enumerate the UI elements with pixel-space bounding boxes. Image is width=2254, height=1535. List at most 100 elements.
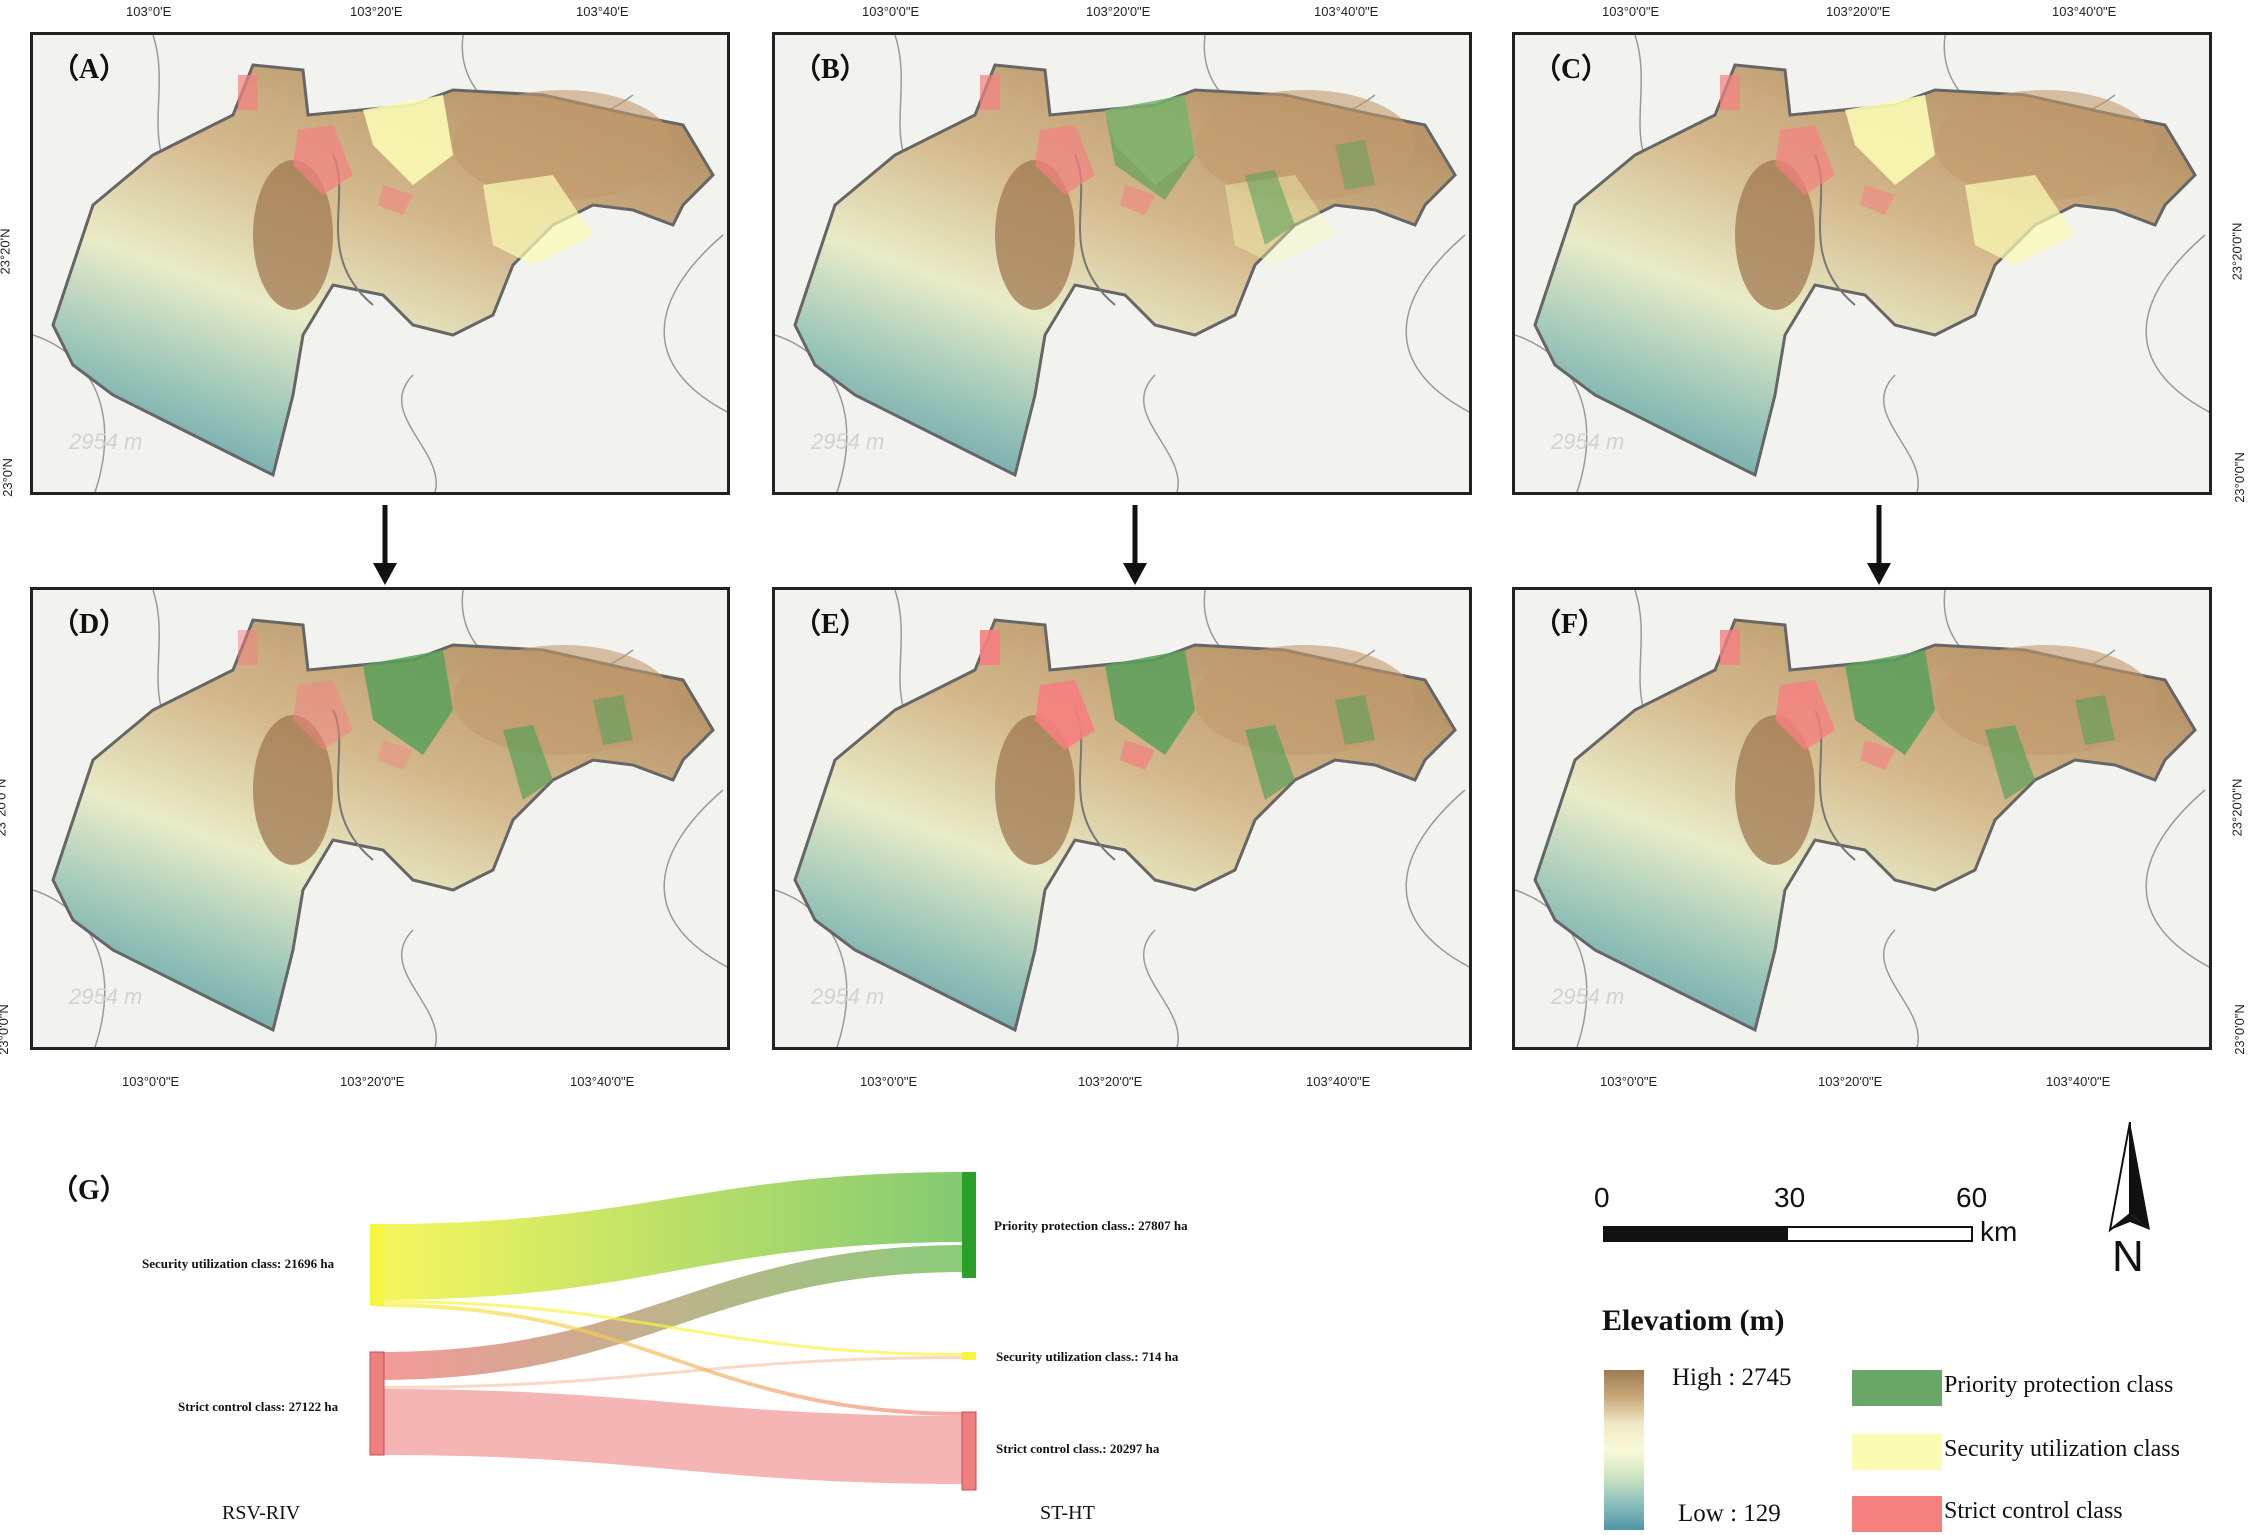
strict-zone-north: [238, 75, 258, 110]
bottom-tick-f2: 103°20'0"E: [1818, 1074, 1883, 1089]
bottom-tick-d3: 103°40'0"E: [570, 1074, 635, 1089]
node-right-strict: [961, 1411, 977, 1491]
security-zone-north: [363, 95, 453, 185]
map-a-canvas: [33, 35, 727, 492]
panel-label-e: （E）: [793, 609, 868, 640]
high-elevation-core: [253, 715, 333, 865]
top-tick-a3: 103°40'E: [576, 4, 629, 19]
eastern-highland: [453, 90, 673, 200]
high-elevation-core: [1735, 715, 1815, 865]
priority-zone-east: [1245, 170, 1295, 245]
priority-zone-north: [1105, 95, 1195, 200]
high-elevation-core: [995, 715, 1075, 865]
scale-unit: km: [1980, 1216, 2018, 1247]
panel-label-d: （D）: [51, 609, 128, 640]
right-tick-bot2: 23°0'0"N: [2231, 1004, 2247, 1055]
panel-watermark-d: 2954 m: [69, 984, 143, 1009]
left-tick-bot2: 23°0'0"N: [0, 1004, 11, 1055]
flow-security-to-priority: [378, 1172, 968, 1300]
sankey-right-security-label: Security utilization class.: 714 ha: [996, 1349, 1179, 1364]
legend-low: Low : 129: [1678, 1500, 1781, 1527]
bottom-tick-d1: 103°0'0"E: [122, 1074, 180, 1089]
map-d-canvas: [33, 590, 727, 1047]
priority-zone-north: [1845, 650, 1935, 755]
flow-strict-to-priority: [378, 1245, 968, 1380]
scale-bar: [1603, 1226, 1973, 1242]
bottom-tick-e3: 103°40'0"E: [1306, 1074, 1371, 1089]
right-tick-top2: 23°0'0"N: [2231, 452, 2247, 503]
high-elevation-core: [1735, 160, 1815, 310]
flow-strict-to-strict: [378, 1389, 968, 1484]
panel-watermark-f: 2954 m: [1551, 984, 1625, 1009]
sankey-right-priority-label: Priority protection class.: 27807 ha: [994, 1218, 1188, 1233]
node-left-security: [370, 1224, 384, 1306]
map-panel-d: （D） 2954 m: [30, 587, 730, 1050]
bottom-tick-d2: 103°20'0"E: [340, 1074, 405, 1089]
top-tick-b2: 103°20'0"E: [1086, 4, 1151, 19]
map-c-canvas: [1515, 35, 2209, 492]
legend-title: Elevatiom (m): [1602, 1304, 1785, 1337]
priority-zone-far-east: [1335, 695, 1375, 745]
priority-zone-far-east: [2075, 695, 2115, 745]
panel-watermark-a: 2954 m: [69, 429, 143, 454]
legend-label-strict: Strict control class: [1944, 1498, 2123, 1524]
right-tick-bot1: 23°20'0"N: [2229, 778, 2245, 837]
top-tick-c1: 103°0'0"E: [1602, 4, 1660, 19]
top-tick-c2: 103°20'0"E: [1826, 4, 1891, 19]
security-zone-east: [1965, 175, 2075, 265]
legend-label-security: Security utilization class: [1944, 1436, 2180, 1462]
scale-label-0: 0: [1594, 1182, 1610, 1213]
bottom-tick-f1: 103°0'0"E: [1600, 1074, 1658, 1089]
top-tick-a2: 103°20'E: [350, 4, 403, 19]
node-right-security: [962, 1352, 976, 1360]
scale-label-30: 30: [1774, 1182, 1806, 1213]
left-tick-bot1: 23°20'0"N: [0, 778, 9, 837]
map-panel-b: （B） 2954 m: [772, 32, 1472, 495]
strict-zone-north: [238, 630, 258, 665]
panel-watermark-e: 2954 m: [811, 984, 885, 1009]
left-tick-top1: 23°20'N: [0, 228, 13, 275]
panel-watermark-b: 2954 m: [811, 429, 885, 454]
strict-zone-southeast: [378, 740, 413, 770]
bottom-tick-e2: 103°20'0"E: [1078, 1074, 1143, 1089]
flow-security-to-security: [378, 1300, 968, 1356]
bottom-tick-e1: 103°0'0"E: [860, 1074, 918, 1089]
panel-label-a: （A）: [51, 54, 128, 85]
strict-zone-north: [1720, 630, 1740, 665]
eastern-highland: [1935, 645, 2155, 755]
top-tick-b1: 103°0'0"E: [862, 4, 920, 19]
legend-label-priority: Priority protection class: [1944, 1372, 2174, 1398]
legend-swatch-priority: [1852, 1370, 1942, 1406]
sankey-right-strict-label: Strict control class.: 20297 ha: [996, 1441, 1160, 1456]
north-arrow-icon: [2108, 1122, 2150, 1233]
eastern-highland: [1195, 90, 1415, 200]
strict-zone-north: [980, 75, 1000, 110]
map-b-canvas: [775, 35, 1469, 492]
priority-zone-far-east: [1335, 140, 1375, 190]
security-zone-north: [1845, 95, 1935, 185]
strict-zone-southeast: [1120, 185, 1155, 215]
right-tick-top1b: 23°20'0"N: [2229, 222, 2245, 281]
strict-zone-central: [1775, 125, 1835, 195]
scale-bar-filled: [1605, 1228, 1788, 1240]
node-left-strict: [369, 1351, 385, 1456]
panel-label-f: （F）: [1533, 609, 1607, 640]
map-panel-a: （A） 2954 m: [30, 32, 730, 495]
priority-zone-east: [503, 725, 553, 800]
security-zone-east: [483, 175, 593, 265]
strict-zone-north: [1720, 75, 1740, 110]
legend-high: High : 2745: [1672, 1364, 1792, 1391]
top-tick-c3: 103°40'0"E: [2052, 4, 2117, 19]
strict-zone-north: [980, 630, 1000, 665]
panel-label-g: （G）: [50, 1175, 128, 1206]
high-elevation-core: [995, 160, 1075, 310]
strict-zone-southeast: [378, 185, 413, 215]
panel-watermark-c: 2954 m: [1551, 429, 1625, 454]
strict-zone-southeast: [1860, 185, 1895, 215]
eastern-highland: [1935, 90, 2155, 200]
elevation-color-ramp: [1604, 1370, 1644, 1530]
priority-zone-far-east: [593, 695, 633, 745]
left-tick-top2: 23°0'N: [0, 458, 15, 497]
priority-zone-east: [1245, 725, 1295, 800]
map-e-canvas: [775, 590, 1469, 1047]
